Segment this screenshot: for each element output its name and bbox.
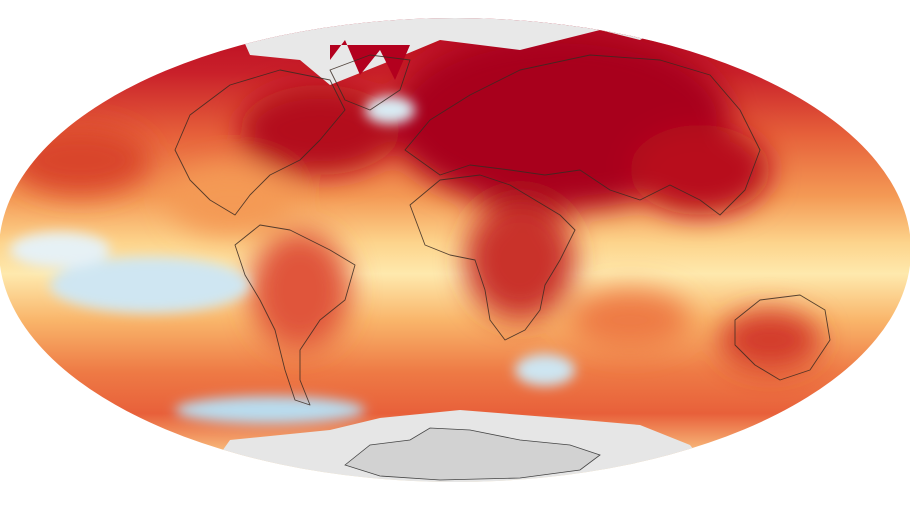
north-america	[174, 69, 346, 216]
south-america	[234, 224, 356, 406]
africa	[409, 174, 576, 341]
australia	[734, 294, 831, 381]
cool-patches	[10, 96, 575, 424]
antarctica	[344, 427, 601, 481]
eurasia	[404, 54, 761, 216]
coastlines	[174, 54, 831, 406]
arctic-nodata	[230, 18, 690, 85]
greenland	[329, 54, 411, 111]
arctic-streaks	[330, 40, 410, 80]
